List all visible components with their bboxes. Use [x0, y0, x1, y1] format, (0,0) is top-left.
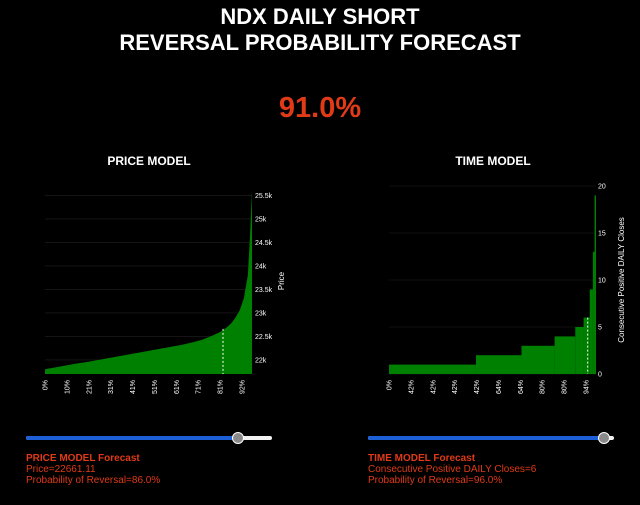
- reversal-probability-value: 91.0%: [278, 92, 362, 124]
- chart-title-line2: REVERSAL PROBABILITY FORECAST: [119, 30, 521, 55]
- price-y-tick-label: 23k: [255, 310, 267, 317]
- price-y-tick-label: 22k: [255, 357, 267, 364]
- time-model-chart: 0 5 10 15 20 0% 42% 42% 42% 42% 64% 64% 80% 80% 94% Con…: [387, 184, 627, 395]
- time-forecast-heading: TIME MODEL Forecast: [368, 453, 476, 464]
- time-y-tick-label: 15: [598, 231, 606, 238]
- time-slider-thumb[interactable]: [598, 432, 610, 444]
- time-x-tick-label: 42%: [430, 380, 437, 394]
- time-bar: [521, 345, 555, 374]
- price-y-tick-label: 22.5k: [255, 334, 273, 341]
- time-forecast-probability: Probability of Reversal=96.0%: [368, 475, 503, 486]
- time-x-tick-label: 64%: [496, 380, 503, 394]
- price-x-tick-label: 81%: [218, 380, 225, 394]
- price-y-tick-label: 24k: [255, 263, 267, 270]
- time-x-tick-label: 64%: [518, 380, 525, 394]
- time-forecast-info: TIME MODEL Forecast Consecutive Positive…: [368, 453, 536, 486]
- time-bar: [594, 195, 596, 374]
- time-x-tick-label: 42%: [474, 380, 481, 394]
- time-x-tick-label: 0%: [387, 380, 394, 390]
- time-bar: [389, 364, 476, 374]
- time-model-title: TIME MODEL: [455, 154, 531, 168]
- price-y-tick-label: 24.5k: [255, 240, 273, 247]
- time-y-axis-title: Consecutive Positive DAILY Closes: [617, 217, 626, 343]
- price-x-tick-label: 41%: [130, 380, 137, 394]
- price-forecast-heading: PRICE MODEL Forecast: [26, 453, 140, 464]
- time-forecast-closes: Consecutive Positive DAILY Closes=6: [368, 464, 537, 475]
- time-x-tick-label: 80%: [562, 380, 569, 394]
- price-model-title: PRICE MODEL: [107, 154, 191, 168]
- price-y-tick-label: 23.5k: [255, 287, 273, 294]
- time-slider-fill: [368, 436, 604, 440]
- price-x-tick-label: 31%: [108, 380, 115, 394]
- price-y-tick-label: 25k: [255, 216, 267, 223]
- time-x-tick-label: 42%: [452, 380, 459, 394]
- price-y-axis-title: Price: [277, 271, 286, 290]
- time-bar: [583, 317, 590, 374]
- price-x-tick-label: 10%: [64, 380, 71, 394]
- time-y-tick-label: 20: [598, 184, 606, 191]
- price-x-tick-label: 61%: [174, 380, 181, 394]
- time-bar: [592, 251, 595, 374]
- price-slider-fill: [26, 436, 238, 440]
- time-x-tick-label: 94%: [584, 380, 591, 394]
- time-x-tick-label: 42%: [408, 380, 415, 394]
- price-area: [45, 190, 252, 374]
- chart-title-line1: NDX DAILY SHORT: [220, 4, 420, 29]
- time-bar: [475, 355, 522, 374]
- time-bar: [589, 289, 593, 374]
- price-forecast-probability: Probability of Reversal=86.0%: [26, 475, 161, 486]
- time-y-tick-label: 5: [598, 325, 602, 332]
- price-forecast-info: PRICE MODEL Forecast Price=22661.11 Prob…: [26, 453, 160, 486]
- price-slider-thumb[interactable]: [232, 432, 244, 444]
- price-model-chart: 22k 22.5k 23k 23.5k 24k 24.5k 25k 25.5k 0% 10% 21%…: [43, 190, 286, 394]
- time-y-tick-label: 10: [598, 278, 606, 285]
- time-y-tick-label: 0: [598, 372, 602, 379]
- price-x-tick-label: 0%: [43, 380, 50, 390]
- time-bar: [575, 327, 584, 374]
- price-x-tick-label: 92%: [240, 380, 247, 394]
- price-y-tick-label: 25.5k: [255, 193, 273, 200]
- price-x-tick-label: 51%: [152, 380, 159, 394]
- price-x-tick-label: 71%: [196, 380, 203, 394]
- price-forecast-price: Price=22661.11: [26, 464, 96, 475]
- price-x-tick-label: 21%: [86, 380, 93, 394]
- time-bar: [554, 336, 576, 374]
- time-x-tick-label: 80%: [540, 380, 547, 394]
